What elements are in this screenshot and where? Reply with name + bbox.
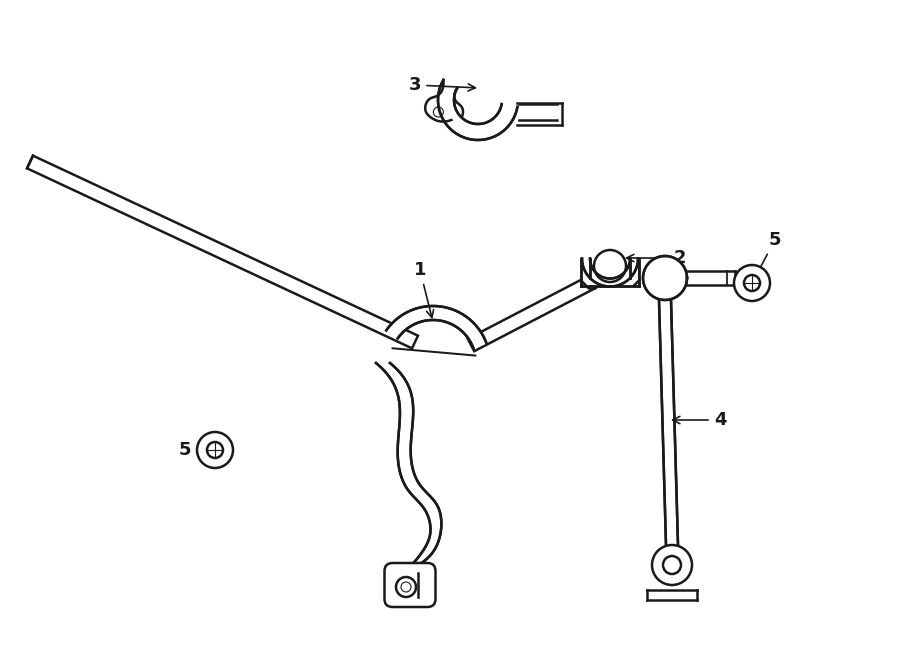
- Wedge shape: [438, 80, 518, 140]
- Text: 3: 3: [409, 76, 475, 94]
- Circle shape: [734, 265, 770, 301]
- Circle shape: [197, 432, 233, 468]
- Polygon shape: [468, 276, 595, 351]
- Circle shape: [663, 556, 681, 574]
- Polygon shape: [659, 300, 678, 545]
- Text: 5: 5: [754, 231, 781, 279]
- Text: 4: 4: [672, 411, 726, 429]
- Text: 1: 1: [414, 261, 434, 317]
- Polygon shape: [376, 363, 441, 575]
- Circle shape: [207, 442, 223, 458]
- Text: 5: 5: [179, 441, 211, 459]
- Polygon shape: [581, 258, 639, 286]
- Text: 2: 2: [626, 249, 686, 267]
- Circle shape: [744, 275, 760, 291]
- Circle shape: [643, 256, 687, 300]
- Polygon shape: [27, 155, 418, 348]
- FancyBboxPatch shape: [384, 563, 436, 607]
- Wedge shape: [386, 306, 487, 348]
- Circle shape: [652, 545, 692, 585]
